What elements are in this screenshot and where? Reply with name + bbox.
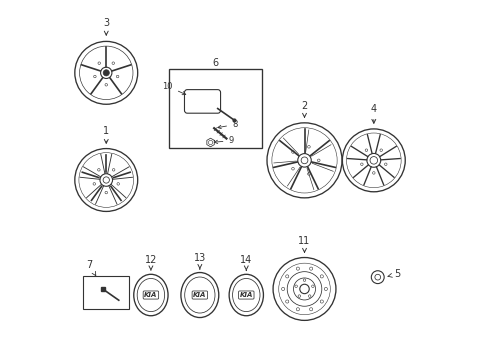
Text: 5: 5	[387, 269, 399, 279]
Text: 3: 3	[103, 18, 109, 35]
Text: 2: 2	[301, 100, 307, 117]
Text: 4: 4	[370, 104, 376, 123]
Text: 1: 1	[103, 126, 109, 143]
Text: KIA: KIA	[239, 292, 252, 298]
Circle shape	[103, 70, 109, 76]
Text: 11: 11	[298, 235, 310, 252]
Text: 12: 12	[144, 255, 157, 270]
Text: 7: 7	[86, 260, 96, 276]
Text: KIA: KIA	[193, 292, 206, 298]
Text: 13: 13	[193, 253, 205, 269]
Text: KIA: KIA	[144, 292, 157, 298]
Bar	[169, 69, 262, 148]
Text: 8: 8	[217, 120, 237, 129]
Text: 9: 9	[214, 136, 233, 145]
Bar	[83, 276, 129, 309]
Text: 6: 6	[212, 58, 219, 68]
Text: 14: 14	[240, 255, 252, 270]
Text: 10: 10	[162, 82, 185, 95]
